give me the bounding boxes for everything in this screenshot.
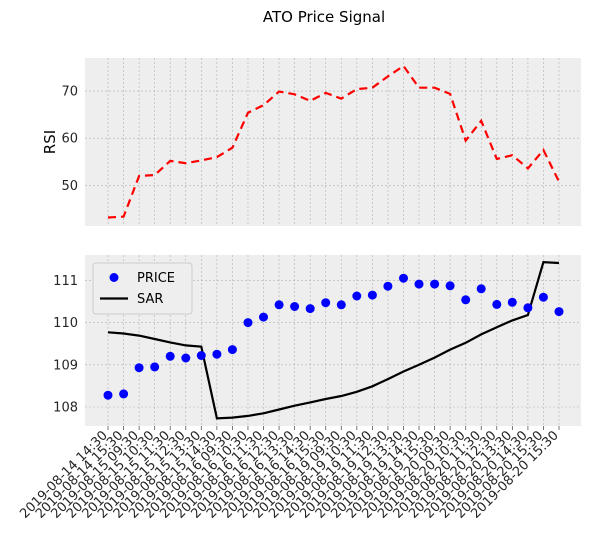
- price-point: [212, 349, 222, 359]
- price-point: [461, 295, 471, 305]
- rsi-y-tick-label: 50: [61, 179, 78, 194]
- price-point: [352, 291, 362, 301]
- price-point: [290, 302, 300, 311]
- price-point: [181, 353, 191, 363]
- rsi-y-tick-labels: 50 60 70: [61, 85, 78, 194]
- price-point: [103, 390, 113, 400]
- legend-sar-label: SAR: [137, 292, 163, 307]
- price-point: [492, 299, 502, 309]
- price-point: [259, 312, 268, 322]
- price-point: [445, 281, 455, 291]
- price-point: [554, 307, 564, 317]
- price-point: [367, 290, 377, 300]
- price-point: [274, 300, 284, 310]
- price-point: [119, 389, 129, 399]
- price-point: [165, 351, 175, 361]
- price-point: [383, 281, 393, 291]
- price-y-tick-labels: 108 109 110 111: [53, 274, 78, 416]
- price-point: [507, 297, 517, 307]
- price-point: [523, 303, 533, 313]
- price-y-tick-label: 109: [53, 358, 78, 373]
- price-point: [321, 298, 331, 308]
- price-y-tick-label: 108: [53, 401, 78, 416]
- price-point: [134, 363, 144, 373]
- price-point: [430, 279, 440, 289]
- price-point: [243, 318, 253, 328]
- rsi-series-line: [107, 64, 560, 219]
- price-point: [150, 362, 160, 372]
- sar-series-line: [107, 261, 560, 420]
- price-y-tick-label: 110: [53, 316, 78, 331]
- rsi-plot-area: [85, 58, 581, 226]
- price-point: [305, 304, 315, 314]
- price-point: [414, 279, 424, 289]
- price-y-tick-label: 111: [53, 274, 78, 289]
- rsi-y-tick-label: 70: [61, 85, 78, 100]
- price-point: [336, 300, 346, 310]
- rsi-y-tick-label: 60: [61, 132, 78, 147]
- price-point: [476, 284, 486, 294]
- legend-price-marker: [109, 273, 119, 282]
- rsi-gridlines: [85, 58, 581, 226]
- rsi-y-axis-label: RSI: [41, 130, 59, 154]
- legend: PRICE SAR: [92, 262, 193, 315]
- figure-title: ATO Price Signal: [263, 8, 385, 26]
- price-point: [538, 292, 548, 302]
- price-point: [399, 273, 408, 283]
- price-point: [196, 351, 206, 360]
- price-point: [227, 345, 237, 355]
- price-panel: 108 109 110 111 2019-08-14 14:302019-08-14 …: [17, 255, 581, 522]
- rsi-panel: 50 60 70 RSI: [41, 58, 581, 226]
- price-series-points: [103, 273, 564, 400]
- legend-price-label: PRICE: [137, 271, 175, 286]
